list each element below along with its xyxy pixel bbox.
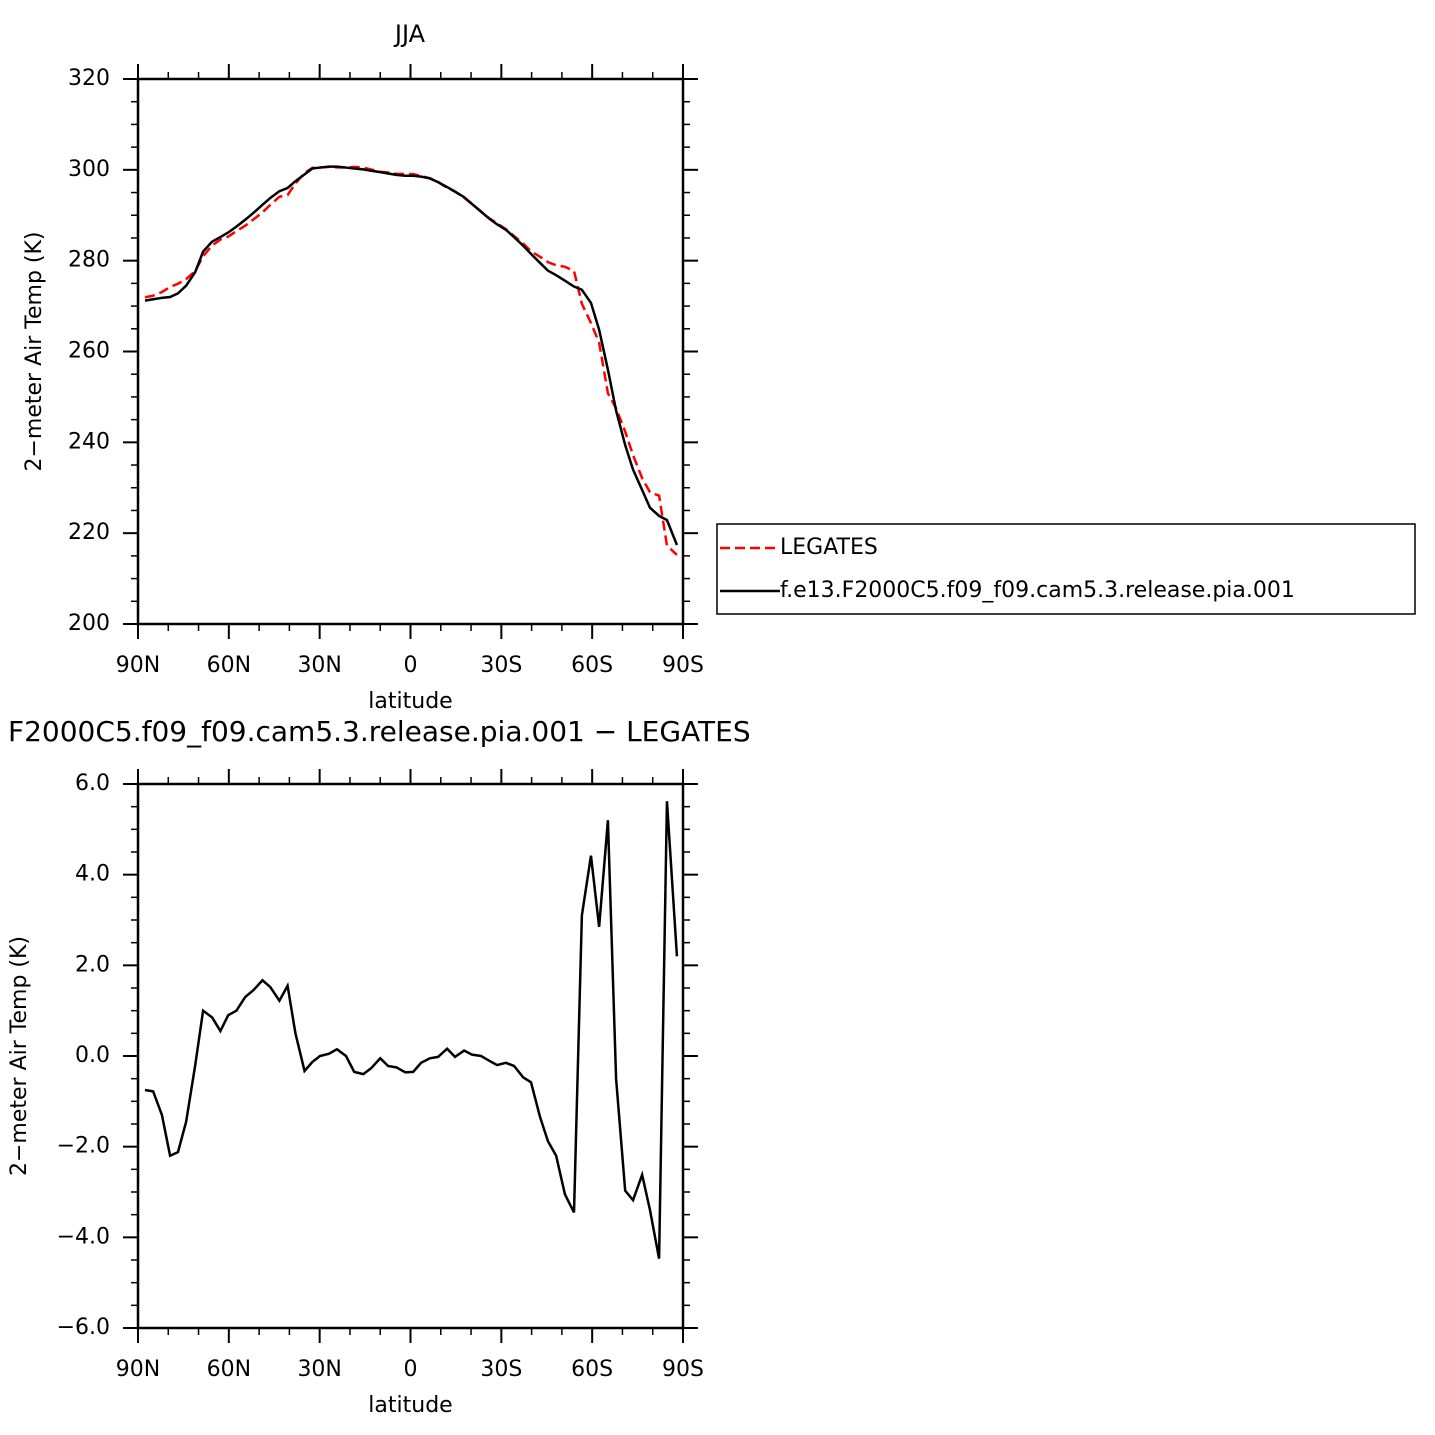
x-tick-label: 60N [207, 653, 251, 678]
legend-box [716, 523, 1416, 615]
y-tick-label: −6.0 [57, 1315, 110, 1340]
data-line [144, 165, 679, 546]
chart-title: JJA [393, 20, 426, 48]
y-tick-label: 6.0 [75, 771, 110, 796]
x-tick-label: 60N [207, 1357, 251, 1382]
y-tick-label: 220 [68, 520, 110, 545]
data-line [144, 165, 678, 556]
y-tick-label: 4.0 [75, 862, 110, 887]
plot-frame [136, 782, 685, 1330]
x-axis-label: latitude [368, 689, 452, 714]
x-tick-label: 60S [571, 653, 613, 678]
y-tick-label: 320 [68, 66, 110, 91]
y-tick-label: 260 [68, 339, 110, 364]
legend-label: LEGATES [780, 535, 878, 560]
x-tick-label: 90S [662, 653, 704, 678]
x-tick-label: 30S [480, 1357, 522, 1382]
x-tick-label: 90N [116, 1357, 160, 1382]
legend-label: f.e13.F2000C5.f09_f09.cam5.3.release.pia… [780, 578, 1295, 603]
x-tick-label: 0 [404, 1357, 418, 1382]
x-tick-label: 30N [297, 653, 341, 678]
x-tick-label: 90N [116, 653, 160, 678]
y-axis-label: 2−meter Air Temp (K) [7, 936, 32, 1176]
y-tick-label: 280 [68, 248, 110, 273]
x-tick-label: 60S [571, 1357, 613, 1382]
y-tick-label: −2.0 [57, 1134, 110, 1159]
y-tick-label: 2.0 [75, 952, 110, 977]
y-tick-label: 240 [68, 429, 110, 454]
x-tick-label: 0 [404, 653, 418, 678]
data-line [144, 801, 679, 1259]
chart-title: F2000C5.f09_f09.cam5.3.release.pia.001 −… [8, 715, 751, 748]
y-tick-label: −4.0 [57, 1224, 110, 1249]
x-tick-label: 90S [662, 1357, 704, 1382]
y-tick-label: 300 [68, 157, 110, 182]
x-axis-label: latitude [368, 1393, 452, 1418]
x-tick-label: 30S [480, 653, 522, 678]
y-tick-label: 0.0 [75, 1043, 110, 1068]
y-axis-label: 2−meter Air Temp (K) [22, 231, 47, 471]
y-tick-label: 200 [68, 611, 110, 636]
x-tick-label: 30N [297, 1357, 341, 1382]
